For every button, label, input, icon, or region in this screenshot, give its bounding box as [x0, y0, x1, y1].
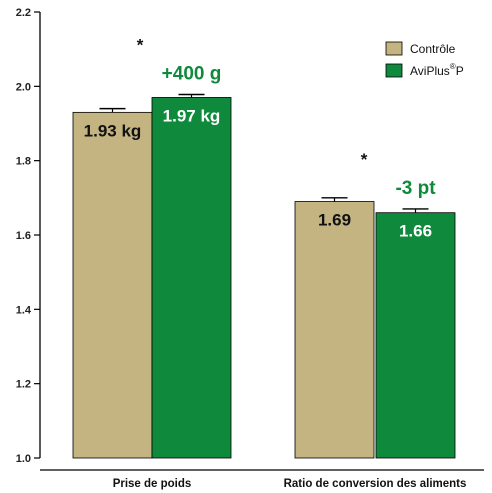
legend: Contrôle AviPlus®P	[385, 41, 464, 78]
y-tick-label: 2.0	[16, 81, 31, 93]
legend-swatch	[385, 63, 403, 78]
difference-annotation: +400 g	[162, 64, 222, 85]
y-tick-label: 1.0	[16, 453, 31, 465]
difference-annotation: -3 pt	[395, 178, 436, 199]
y-tick-label: 1.2	[16, 379, 31, 391]
bar-value-label: 1.93 kg	[84, 121, 142, 140]
bar-controle-1	[294, 201, 375, 459]
category-labels: Prise de poids Ratio de conversion des al…	[113, 478, 467, 490]
bar-controle-0	[72, 111, 153, 459]
significance-star: *	[137, 36, 144, 55]
bar-aviplus-1	[375, 212, 456, 459]
labels-group: 1.93 kg 1.97 kg +400 g * 1.69 1.66 -3 pt *	[84, 36, 437, 241]
y-tick-label: 1.8	[16, 156, 31, 168]
bar-value-label: 1.97 kg	[163, 106, 221, 125]
legend-swatch	[385, 41, 403, 56]
bar-value-label: 1.69	[318, 211, 351, 230]
y-tick-label: 1.6	[16, 230, 31, 242]
bars-group	[72, 93, 456, 459]
bar-value-label: 1.66	[399, 222, 432, 241]
category-label: Prise de poids	[113, 478, 192, 490]
y-tick-label: 2.2	[16, 7, 31, 19]
y-tick-label: 1.4	[16, 304, 32, 316]
category-label: Ratio de conversion des aliments	[284, 478, 467, 490]
significance-star: *	[361, 150, 368, 169]
legend-label: AviPlus®P	[410, 62, 464, 78]
y-axis-ticks: 1.0 1.2 1.4 1.6 1.8 2.0 2.2	[16, 7, 40, 465]
legend-label: Contrôle	[410, 42, 456, 56]
bar-aviplus-0	[151, 97, 232, 459]
